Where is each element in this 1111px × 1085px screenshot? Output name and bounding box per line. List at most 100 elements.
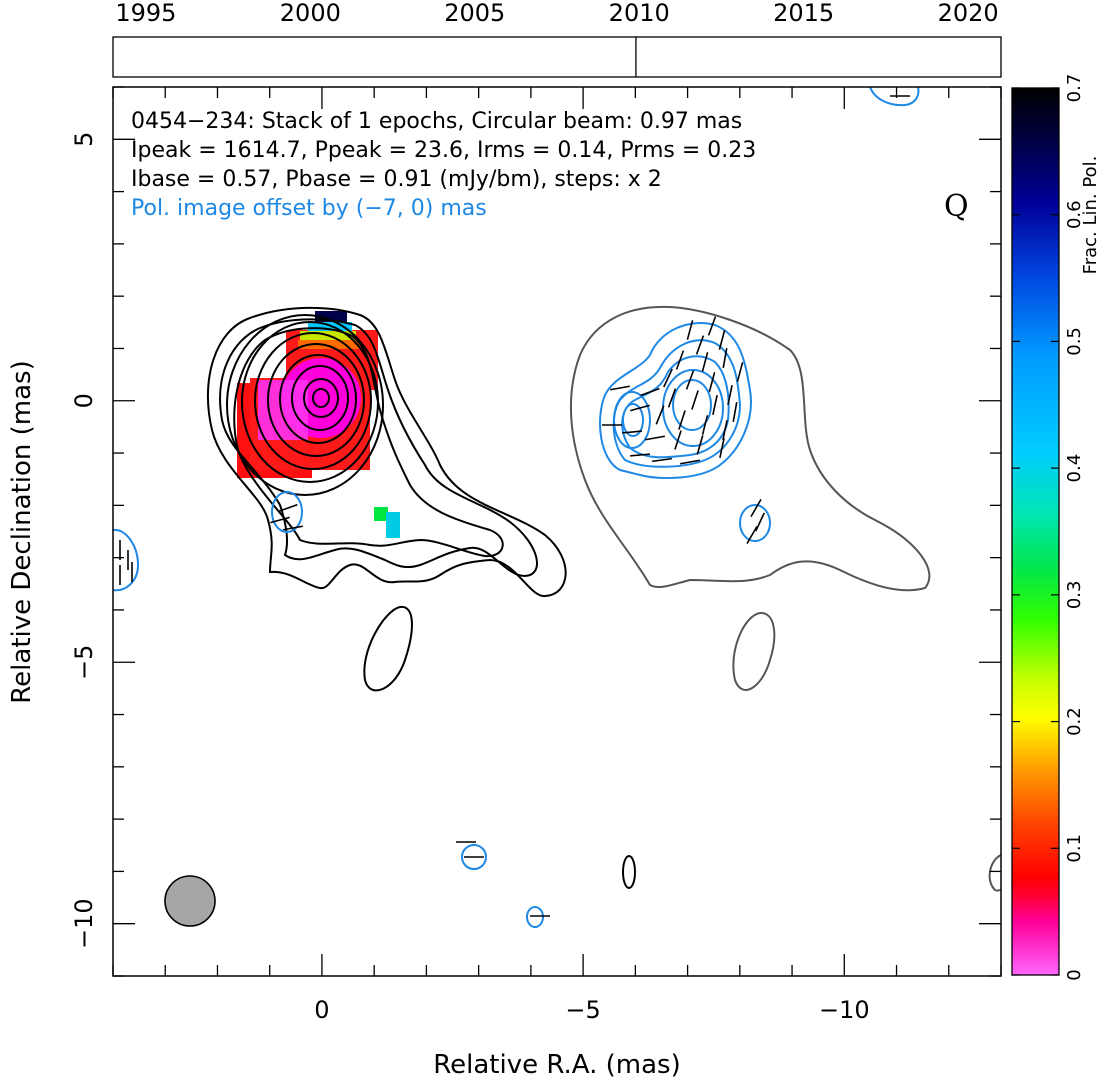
frac-pol-green-knot bbox=[374, 507, 388, 521]
evpa-vector bbox=[283, 525, 303, 531]
i-contour-8 bbox=[279, 354, 357, 444]
offset-i-contours bbox=[569, 305, 1001, 892]
i-contour-4 bbox=[226, 314, 384, 496]
i-contour-noise bbox=[622, 855, 636, 889]
evpa-vector bbox=[727, 385, 733, 405]
i-contour-2 bbox=[219, 318, 538, 578]
evpa-vector bbox=[630, 404, 650, 412]
evpa-vector bbox=[707, 316, 717, 336]
evpa-vector bbox=[712, 395, 718, 415]
evpa-vector bbox=[270, 516, 290, 524]
plot-area bbox=[113, 87, 1001, 928]
frac-pol-orange-band bbox=[298, 340, 360, 349]
frac-pol-dark-band bbox=[315, 311, 347, 322]
evpa-vector bbox=[680, 459, 700, 465]
colorbar: 0 0.1 0.2 0.3 0.4 0.5 0.6 0.7 Frac. Lin. Pol. bbox=[1011, 74, 1101, 981]
offset-i-contour-outer bbox=[569, 305, 931, 592]
y-tick-label: 5 bbox=[70, 132, 98, 147]
colorbar-label: Frac. Lin. Pol. bbox=[1080, 156, 1101, 275]
frac-pol-cyan-band bbox=[308, 322, 352, 331]
beam-ellipse bbox=[164, 875, 216, 927]
evpa-vector bbox=[686, 320, 694, 340]
colorbar-tick-label: 0.2 bbox=[1064, 707, 1085, 736]
evpa-vector bbox=[655, 405, 665, 425]
x-tick-label: −10 bbox=[819, 996, 870, 1024]
x-axis-label: Relative R.A. (mas) bbox=[433, 1050, 680, 1080]
i-contour-7 bbox=[267, 343, 365, 457]
pol-contour-top-edge bbox=[869, 87, 920, 107]
info-line-1: 0454−234: Stack of 1 epochs, Circular be… bbox=[131, 109, 742, 134]
timeline-year-label: 2010 bbox=[609, 0, 670, 27]
frac-pol-magenta-wing bbox=[258, 380, 308, 440]
i-contour-blob bbox=[363, 605, 413, 692]
evpa-vector bbox=[674, 430, 682, 450]
pol-contour-blob-a bbox=[739, 504, 771, 542]
y-axis-label: Relative Declination (mas) bbox=[7, 360, 37, 703]
pol-contour-blob-c bbox=[461, 844, 487, 870]
pol-contour-5 bbox=[672, 379, 712, 431]
evpa-vector bbox=[663, 368, 673, 388]
timeline-year-label: 2000 bbox=[280, 0, 341, 27]
y-tick-label: −5 bbox=[70, 645, 98, 680]
frac-pol-cyan-knot bbox=[386, 512, 400, 538]
timeline-year-label: 2005 bbox=[444, 0, 505, 27]
info-block: 0454−234: Stack of 1 epochs, Circular be… bbox=[131, 109, 756, 221]
colorbar-tick-label: 0.1 bbox=[1064, 834, 1085, 863]
i-contour-5 bbox=[241, 321, 379, 483]
evpa-vector bbox=[621, 430, 643, 434]
pol-contour-outer bbox=[599, 322, 752, 479]
colorbar-tick-label: 0.6 bbox=[1064, 200, 1085, 229]
pol-contour-7 bbox=[622, 403, 644, 437]
evpa-vector bbox=[718, 330, 726, 350]
evpa-vector bbox=[719, 438, 725, 458]
timeline-box bbox=[112, 36, 1002, 78]
i-contour-3 bbox=[233, 327, 504, 558]
evpa-vector bbox=[278, 503, 298, 513]
stokes-i-contours bbox=[206, 306, 636, 889]
evpa-vector bbox=[685, 370, 695, 390]
plot-frame bbox=[112, 86, 1002, 977]
colorbar-tick-label: 0.4 bbox=[1064, 454, 1085, 483]
timeline-year-label: 2015 bbox=[773, 0, 834, 27]
evpa-vector bbox=[701, 415, 709, 435]
evpa-vector bbox=[701, 352, 709, 372]
timeline-year-label: 1995 bbox=[115, 0, 176, 27]
pol-contour-blob-b bbox=[271, 491, 303, 533]
i-contour-6 bbox=[254, 332, 372, 470]
x-tick-label: −5 bbox=[565, 996, 600, 1024]
pol-contour-blob-d bbox=[526, 906, 544, 928]
evpa-vector bbox=[675, 350, 685, 370]
evpa-vector bbox=[750, 498, 762, 518]
evpa-vector bbox=[645, 435, 665, 441]
evpa-vector bbox=[695, 335, 705, 355]
band-label: Q bbox=[944, 189, 969, 224]
colorbar-tick-label: 0 bbox=[1064, 969, 1085, 980]
y-axis-ticks: 5 0 −5 −10 bbox=[70, 86, 1001, 977]
x-tick-label: 0 bbox=[314, 996, 329, 1024]
evpa-vector bbox=[708, 372, 716, 392]
colorbar-gradient bbox=[1011, 87, 1060, 976]
y-tick-label: 0 bbox=[70, 393, 98, 408]
i-contour-outer bbox=[206, 306, 567, 597]
evpa-vector bbox=[678, 410, 686, 430]
info-line-3: Ibase = 0.57, Pbase = 0.91 (mJy/bm), ste… bbox=[131, 167, 662, 192]
evpa-vector bbox=[667, 388, 677, 408]
evpa-vectors bbox=[119, 95, 910, 917]
i-contour-9 bbox=[291, 365, 349, 431]
x-axis-ticks: 0 −5 −10 bbox=[112, 87, 1002, 1024]
evpa-vector bbox=[640, 387, 660, 397]
pol-contour-3 bbox=[621, 355, 730, 459]
evpa-vector bbox=[755, 512, 765, 532]
offset-i-contour-blob bbox=[732, 611, 776, 691]
offset-i-contour-edge bbox=[988, 854, 1001, 892]
evpa-vector bbox=[629, 453, 651, 457]
pol-contour-left-edge bbox=[113, 528, 140, 592]
pol-contour-6 bbox=[613, 391, 651, 449]
info-line-4: Pol. image offset by (−7, 0) mas bbox=[131, 196, 487, 221]
i-contour-10 bbox=[303, 378, 339, 418]
evpa-vector bbox=[691, 390, 699, 410]
evpa-vector bbox=[610, 385, 630, 391]
i-contour-11 bbox=[312, 388, 330, 408]
evpa-vector bbox=[746, 525, 758, 545]
